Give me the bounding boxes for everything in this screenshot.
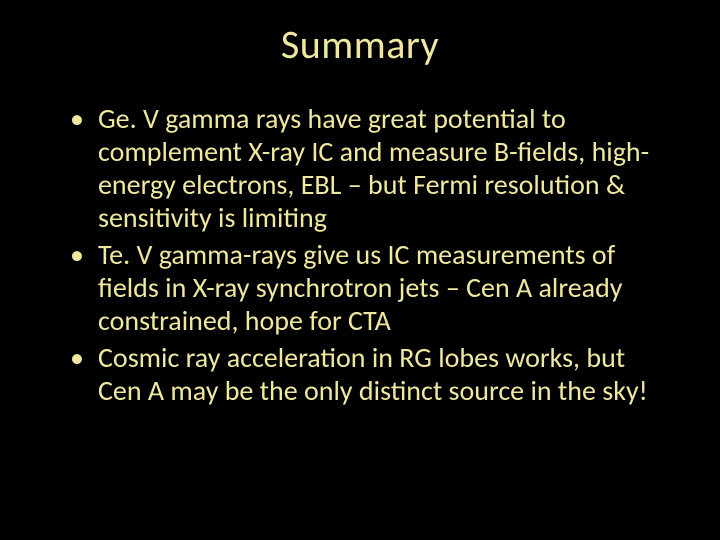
bullet-item: Ge. V gamma rays have great potential to… — [70, 102, 670, 234]
slide-title: Summary — [0, 0, 720, 77]
bullet-list: Ge. V gamma rays have great potential to… — [70, 102, 670, 407]
slide-content: Ge. V gamma rays have great potential to… — [0, 77, 720, 407]
slide: Summary Ge. V gamma rays have great pote… — [0, 0, 720, 540]
bullet-item: Cosmic ray acceleration in RG lobes work… — [70, 341, 670, 407]
bullet-item: Te. V gamma-rays give us IC measurements… — [70, 238, 670, 337]
